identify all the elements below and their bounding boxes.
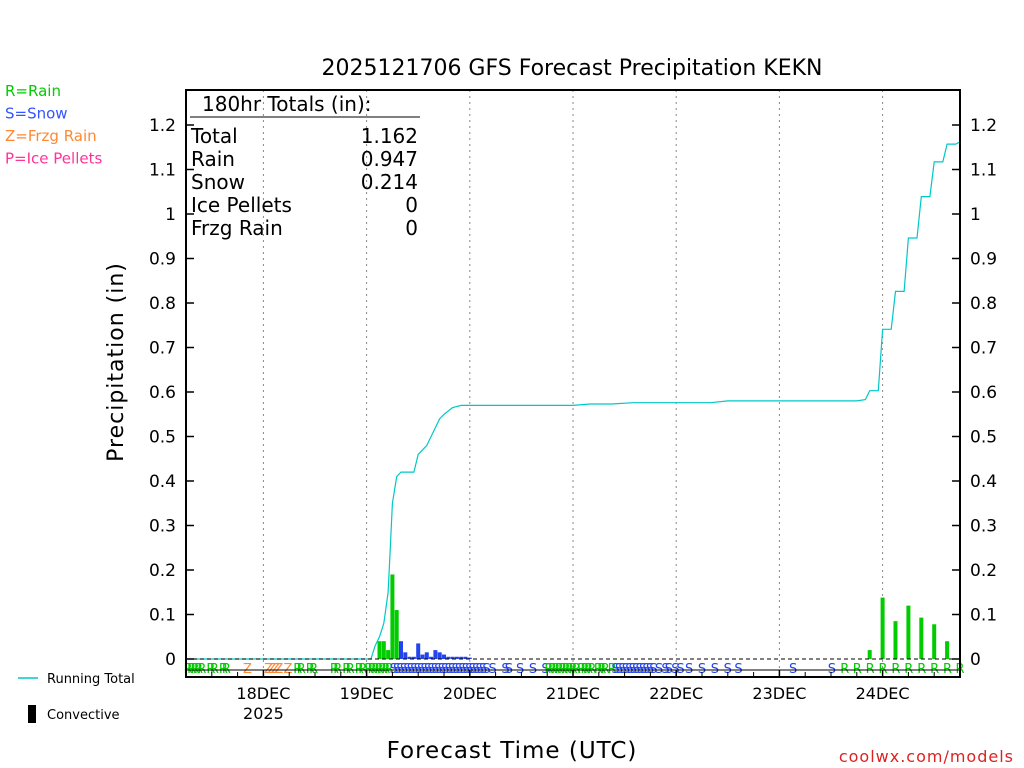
precip-bar bbox=[433, 650, 438, 659]
legend-bar-swatch bbox=[28, 705, 36, 723]
y-tick-label-left: 0 bbox=[165, 650, 176, 670]
x-tick-label: 20DEC bbox=[443, 684, 497, 703]
precip-bar bbox=[429, 656, 434, 659]
precip-bar bbox=[390, 574, 395, 659]
y-tick-label-right: 0 bbox=[970, 650, 981, 670]
totals-row-value: 0 bbox=[405, 193, 418, 217]
series-legend: Running Total Convective bbox=[18, 672, 135, 723]
precip-bar bbox=[893, 621, 898, 659]
y-tick-label-left: 1.1 bbox=[149, 161, 176, 181]
y-tick-label-right: 0.2 bbox=[970, 561, 997, 581]
totals-heading: 180hr Totals (in): bbox=[202, 92, 372, 116]
precip-bar bbox=[394, 610, 399, 659]
y-tick-label-right: 1 bbox=[970, 205, 981, 225]
y-tick-label-right: 1.2 bbox=[970, 116, 997, 136]
legend-type-2: Z=Frzg Rain bbox=[5, 127, 97, 145]
precip-bar bbox=[416, 643, 421, 659]
precip-bar bbox=[932, 624, 937, 659]
y-axis-left: 0 0.1 0.2 0.3 0.4 0.5 0.6 0.7 0.8 0.9 1 1.1 1.2 bbox=[149, 116, 194, 670]
y-tick-label-left: 0.8 bbox=[149, 294, 176, 314]
precip-bar bbox=[437, 652, 442, 659]
legend-series-label: Running Total bbox=[47, 672, 135, 687]
x-tick-label: 22DEC bbox=[649, 684, 703, 703]
y-tick-label-left: 0.9 bbox=[149, 250, 176, 270]
y-tick-label-left: 0.3 bbox=[149, 517, 176, 537]
y-tick-label-left: 0.2 bbox=[149, 561, 176, 581]
y-tick-label-left: 1 bbox=[165, 205, 176, 225]
totals-row-value: 0.214 bbox=[361, 170, 418, 194]
precip-bar bbox=[424, 652, 429, 659]
totals-rows: Total 1.162 Rain 0.947 Snow 0.214 Ice Pellets 0… bbox=[190, 124, 418, 240]
totals-box: 180hr Totals (in): Total 1.162 Rain 0.947 Sn… bbox=[190, 92, 420, 240]
precip-bar bbox=[377, 641, 382, 659]
chart-title: 2025121706 GFS Forecast Precipitation KE… bbox=[321, 56, 822, 81]
legend-type-3: P=Ice Pellets bbox=[5, 150, 102, 168]
grid bbox=[262, 90, 884, 670]
y-tick-label-right: 0.4 bbox=[970, 472, 997, 492]
totals-row-label: Snow bbox=[191, 170, 245, 194]
precip-bar bbox=[463, 656, 468, 659]
precip-bar bbox=[399, 641, 403, 659]
y-tick-label-right: 0.3 bbox=[970, 517, 997, 537]
y-tick-label-left: 0.7 bbox=[149, 339, 176, 359]
precip-bar bbox=[454, 656, 459, 659]
precip-bar bbox=[867, 650, 872, 659]
x-tick-label: 24DEC bbox=[856, 684, 910, 703]
precip-bar bbox=[446, 656, 451, 659]
x-axis-label: Forecast Time (UTC) bbox=[387, 738, 638, 764]
precip-bar bbox=[442, 654, 446, 659]
totals-row-label: Frzg Rain bbox=[191, 216, 283, 240]
y-tick-label-left: 0.4 bbox=[149, 472, 176, 492]
x-tick-label: 23DEC bbox=[752, 684, 806, 703]
precip-bar bbox=[403, 652, 408, 659]
watermark: coolwx.com/models bbox=[839, 747, 1014, 766]
totals-row-label: Rain bbox=[191, 147, 235, 171]
precip-bar bbox=[467, 657, 472, 659]
precip-bar bbox=[381, 641, 386, 659]
totals-row-value: 0.947 bbox=[361, 147, 418, 171]
legend-series-label: Convective bbox=[47, 708, 120, 723]
y-tick-label-right: 0.5 bbox=[970, 428, 997, 448]
y-tick-label-right: 0.9 bbox=[970, 250, 997, 270]
y-axis-right: 0 0.1 0.2 0.3 0.4 0.5 0.6 0.7 0.8 0.9 1 1.1 1.2 bbox=[952, 116, 997, 670]
totals-row-value: 1.162 bbox=[361, 124, 418, 148]
precip-bar bbox=[945, 641, 950, 659]
precip-bar bbox=[411, 656, 416, 659]
y-tick-label-right: 0.6 bbox=[970, 383, 997, 403]
precip-bar bbox=[407, 656, 412, 659]
precip-bar bbox=[450, 656, 455, 659]
y-axis-label: Precipitation (in) bbox=[104, 262, 129, 462]
precip-bar bbox=[420, 654, 425, 659]
y-tick-label-left: 0.1 bbox=[149, 606, 176, 626]
y-tick-label-right: 0.7 bbox=[970, 339, 997, 359]
y-tick-label-left: 0.6 bbox=[149, 383, 176, 403]
legend-type-0: R=Rain bbox=[5, 82, 61, 100]
precip-bars bbox=[377, 574, 950, 659]
y-tick-label-left: 0.5 bbox=[149, 428, 176, 448]
precip-bar bbox=[906, 605, 911, 659]
precip-bar bbox=[459, 656, 464, 659]
y-tick-label-right: 0.1 bbox=[970, 606, 997, 626]
legend-type-1: S=Snow bbox=[5, 105, 68, 123]
y-tick-label-right: 0.8 bbox=[970, 294, 997, 314]
totals-row-label: Ice Pellets bbox=[191, 193, 292, 217]
precip-bar bbox=[386, 650, 391, 659]
precip-type-legend: R=Rain S=Snow Z=Frzg Rain P=Ice Pellets bbox=[5, 82, 102, 168]
y-tick-label-right: 1.1 bbox=[970, 161, 997, 181]
x-tick-label: 19DEC bbox=[340, 684, 394, 703]
y-tick-label-left: 1.2 bbox=[149, 116, 176, 136]
x-tick-year: 2025 bbox=[243, 704, 284, 723]
precip-bar bbox=[880, 597, 885, 659]
precip-bar bbox=[919, 617, 924, 659]
totals-row-label: Total bbox=[190, 124, 238, 148]
totals-row-value: 0 bbox=[405, 216, 418, 240]
x-tick-label: 18DEC bbox=[236, 684, 290, 703]
x-tick-label: 21DEC bbox=[546, 684, 600, 703]
running-total-line bbox=[186, 141, 961, 660]
